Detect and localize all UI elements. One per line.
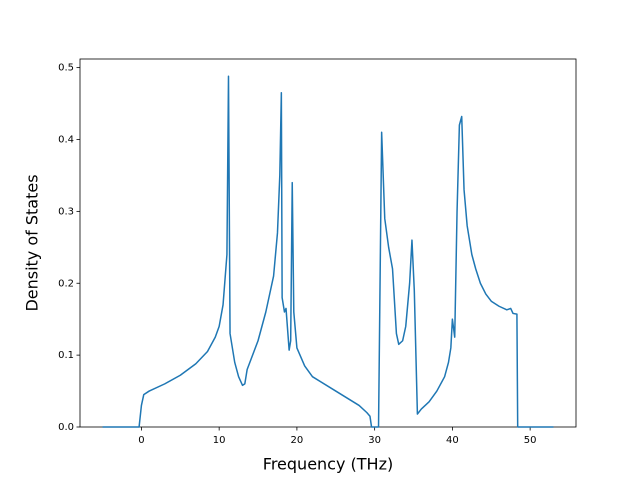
x-tick-label: 30 (368, 435, 381, 446)
y-tick-label: 0.4 (58, 135, 74, 146)
data-line (102, 75, 554, 428)
y-tick-label: 0.0 (58, 422, 74, 433)
x-tick-label: 40 (446, 435, 459, 446)
x-tick-label: 10 (213, 435, 226, 446)
y-tick-label: 0.2 (58, 278, 74, 289)
y-axis-label: Density of States (23, 174, 42, 311)
x-axis-label: Frequency (THz) (263, 455, 393, 474)
y-tick-label: 0.1 (58, 350, 74, 361)
x-tick-label: 0 (138, 435, 144, 446)
y-tick-label: 0.3 (58, 206, 74, 217)
x-tick-label: 50 (524, 435, 537, 446)
axes-frame (79, 58, 577, 428)
y-tick-label: 0.5 (58, 63, 74, 74)
x-tick-label: 20 (291, 435, 304, 446)
